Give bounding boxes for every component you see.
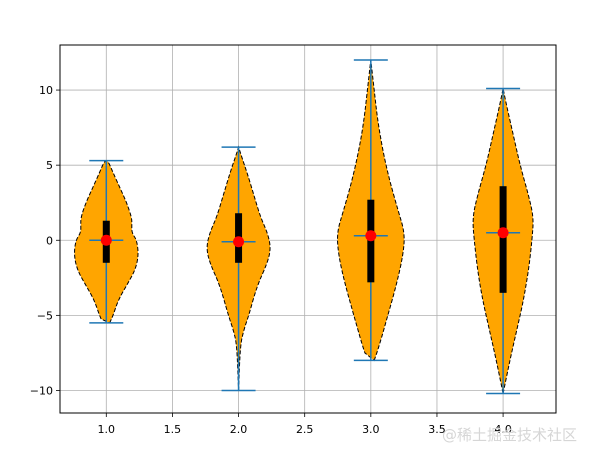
- x-tick-label: 2.5: [296, 423, 314, 436]
- x-tick-label: 3.0: [362, 423, 380, 436]
- y-tick-label: 5: [46, 159, 53, 172]
- y-tick-label: 0: [46, 234, 53, 247]
- violin-median-marker: [100, 234, 112, 246]
- y-tick-label: −5: [37, 309, 53, 322]
- plot-frame: [59, 44, 557, 414]
- x-tick-label: 1.5: [164, 423, 182, 436]
- violin-median-marker: [365, 230, 377, 242]
- violin-2: [206, 145, 271, 392]
- x-tick-label: 1.0: [98, 423, 116, 436]
- y-tick-label: −10: [30, 384, 53, 397]
- violin-3: [337, 59, 405, 362]
- x-tick-label: 2.0: [230, 423, 248, 436]
- axis-ticks: 1.0 1.5 2.0 2.5 3.0 3.5 4.0 −10 −5 0 5 10: [30, 84, 512, 436]
- y-tick-label: 10: [39, 84, 53, 97]
- x-tick-label: 3.5: [428, 423, 446, 436]
- violin-median-marker: [233, 236, 245, 248]
- violins: [74, 59, 534, 395]
- violin-iqr-bar: [499, 186, 507, 293]
- violin-median-marker: [497, 227, 509, 239]
- violin-4: [472, 87, 534, 395]
- x-tick-label: 4.0: [494, 423, 512, 436]
- watermark-text: @稀土掘金技术社区: [442, 426, 577, 444]
- violin-1: [74, 159, 139, 324]
